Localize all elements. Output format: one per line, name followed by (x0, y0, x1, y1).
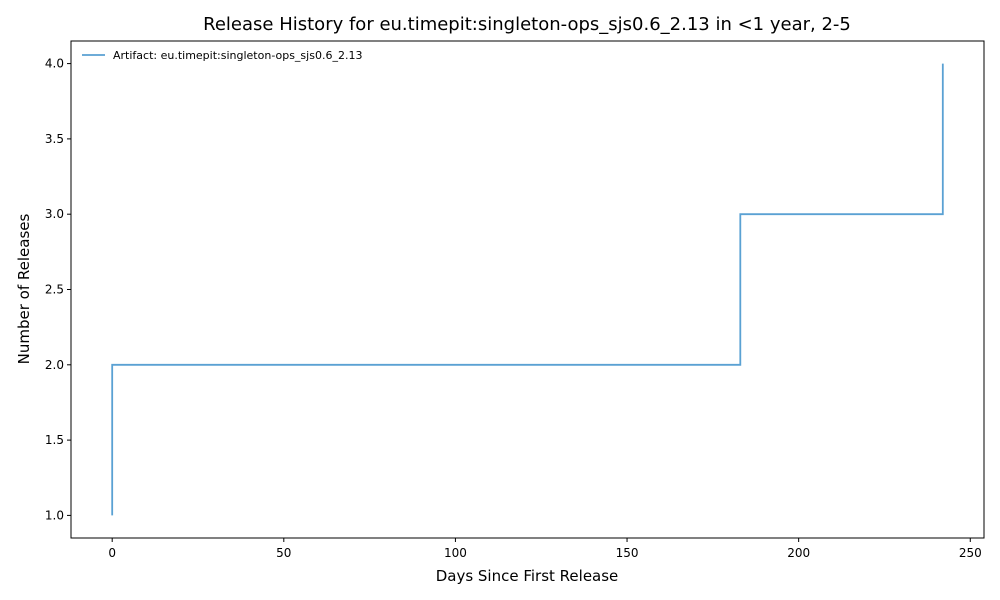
x-tick-label: 0 (108, 546, 116, 560)
x-axis: 0 50 100 150 200 250 (108, 538, 982, 560)
y-tick-label: 4.0 (45, 57, 64, 71)
y-tick-label: 2.5 (45, 283, 64, 297)
chart-title: Release History for eu.timepit:singleton… (203, 14, 851, 35)
y-tick-label: 3.0 (45, 207, 64, 221)
plot-frame (70, 40, 985, 539)
y-axis-label: Number of Releases (15, 213, 33, 364)
y-tick-label: 1.5 (45, 433, 64, 447)
series-layer (111, 63, 944, 516)
x-tick-label: 250 (959, 546, 982, 560)
y-tick-label: 3.5 (45, 132, 64, 146)
x-axis-label: Days Since First Release (436, 567, 619, 585)
x-tick-label: 50 (276, 546, 291, 560)
y-tick-label: 1.0 (45, 508, 64, 522)
x-tick-label: 100 (444, 546, 467, 560)
x-tick-label: 150 (616, 546, 639, 560)
legend-label: Artifact: eu.timepit:singleton-ops_sjs0.… (113, 49, 362, 62)
legend: Artifact: eu.timepit:singleton-ops_sjs0.… (82, 49, 362, 62)
series-line-0 (111, 63, 944, 516)
x-tick-label: 200 (787, 546, 810, 560)
y-tick-label: 2.0 (45, 358, 64, 372)
y-axis: 1.0 1.5 2.0 2.5 3.0 3.5 4.0 (45, 57, 71, 522)
plot-area (70, 40, 985, 539)
